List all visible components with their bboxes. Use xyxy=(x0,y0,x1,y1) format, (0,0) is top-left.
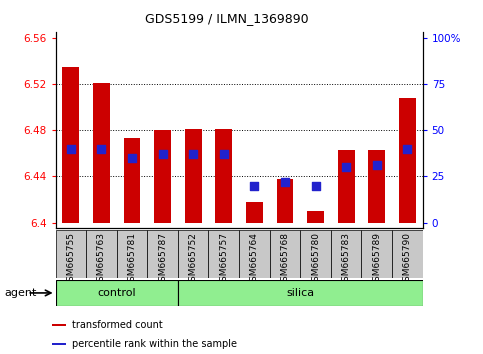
Bar xyxy=(147,230,178,278)
Text: GSM665768: GSM665768 xyxy=(281,233,289,287)
Bar xyxy=(338,150,355,223)
Bar xyxy=(56,280,178,306)
Point xyxy=(342,164,350,170)
Bar xyxy=(399,98,416,223)
Text: percentile rank within the sample: percentile rank within the sample xyxy=(72,339,237,349)
Text: GSM665783: GSM665783 xyxy=(341,233,351,287)
Bar xyxy=(270,230,300,278)
Point xyxy=(281,179,289,185)
Text: GSM665780: GSM665780 xyxy=(311,233,320,287)
Point xyxy=(251,183,258,188)
Bar xyxy=(53,324,66,326)
Text: transformed count: transformed count xyxy=(72,320,163,330)
Point xyxy=(373,162,381,168)
Point xyxy=(189,151,197,157)
Bar xyxy=(62,67,79,223)
Text: control: control xyxy=(98,288,136,298)
Bar xyxy=(215,129,232,223)
Bar xyxy=(246,202,263,223)
Bar xyxy=(331,230,361,278)
Text: GSM665790: GSM665790 xyxy=(403,233,412,287)
Text: GSM665752: GSM665752 xyxy=(189,233,198,287)
Text: GSM665781: GSM665781 xyxy=(128,233,137,287)
Text: GSM665755: GSM665755 xyxy=(66,233,75,287)
Text: silica: silica xyxy=(286,288,314,298)
Bar xyxy=(307,211,324,223)
Bar xyxy=(124,138,141,223)
Text: GSM665763: GSM665763 xyxy=(97,233,106,287)
Bar xyxy=(154,130,171,223)
Text: GSM665764: GSM665764 xyxy=(250,233,259,287)
Point xyxy=(220,151,227,157)
Text: GSM665757: GSM665757 xyxy=(219,233,228,287)
Bar xyxy=(185,129,201,223)
Bar xyxy=(178,280,423,306)
Point xyxy=(159,151,167,157)
Bar xyxy=(277,179,293,223)
Bar xyxy=(53,343,66,345)
Point xyxy=(403,146,411,152)
Text: GDS5199 / ILMN_1369890: GDS5199 / ILMN_1369890 xyxy=(145,12,309,25)
Bar xyxy=(361,230,392,278)
Bar xyxy=(369,150,385,223)
Bar xyxy=(239,230,270,278)
Bar xyxy=(117,230,147,278)
Point xyxy=(312,183,319,188)
Bar xyxy=(93,83,110,223)
Bar xyxy=(56,230,86,278)
Point xyxy=(128,155,136,161)
Text: GSM665787: GSM665787 xyxy=(158,233,167,287)
Bar xyxy=(86,230,117,278)
Bar xyxy=(300,230,331,278)
Point xyxy=(98,146,105,152)
Bar xyxy=(209,230,239,278)
Bar xyxy=(178,230,209,278)
Text: GSM665789: GSM665789 xyxy=(372,233,381,287)
Bar xyxy=(392,230,423,278)
Text: agent: agent xyxy=(5,288,37,298)
Point xyxy=(67,146,75,152)
